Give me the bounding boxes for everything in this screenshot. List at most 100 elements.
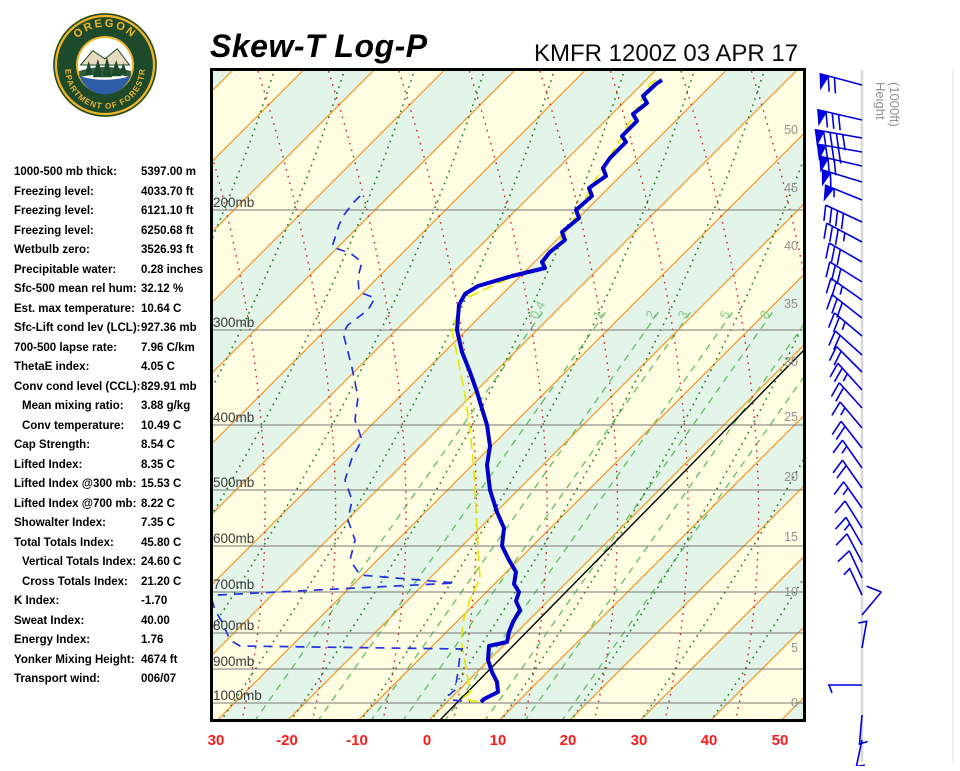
- stat-value: 3526.93 ft: [141, 244, 194, 256]
- stat-row: Conv temperature: 10.49 C: [14, 417, 210, 437]
- stat-label: Total Totals Index:: [14, 536, 114, 549]
- temp-axis-label: -20: [276, 732, 298, 749]
- stat-label: Sfc-500 mean rel hum:: [14, 283, 137, 295]
- wind-barb: [832, 459, 863, 489]
- wind-barb-column: Height (1000ft): [806, 68, 960, 768]
- pressure-label: 700mb: [213, 577, 254, 592]
- height-tick-label: 10: [784, 585, 798, 599]
- stat-value: 829.91 mb: [141, 380, 197, 393]
- wind-barb: [828, 345, 863, 373]
- height-axis-title-1: Height: [873, 82, 888, 120]
- stat-label: Transport wind:: [14, 673, 101, 685]
- stat-label: Freezing level:: [14, 185, 94, 198]
- pressure-label: 800mb: [213, 618, 254, 633]
- height-tick-label: 30: [784, 355, 798, 369]
- height-tick-label: 40: [784, 239, 798, 253]
- stat-label: Yonker Mixing Height:: [14, 653, 135, 666]
- wind-barb: [828, 330, 863, 356]
- wind-barb: [823, 204, 863, 230]
- wind-barb: [819, 72, 863, 94]
- wind-barb: [823, 184, 863, 202]
- wind-barb: [831, 420, 863, 449]
- stat-row: K Index: -1.70: [14, 592, 210, 612]
- pressure-label: 200mb: [213, 195, 254, 210]
- wind-barb: [823, 222, 863, 246]
- temp-axis-label: 30: [207, 732, 225, 749]
- stat-label: Energy Index:: [14, 634, 91, 646]
- stat-label: Mean mixing ratio:: [22, 400, 124, 412]
- stat-value: 1.76: [141, 634, 164, 646]
- wind-barb: [831, 401, 863, 429]
- stat-row: Est. max temperature: 10.64 C: [14, 300, 210, 320]
- height-tick-label: 50: [784, 123, 798, 137]
- stat-label: Freezing level:: [14, 205, 94, 217]
- stat-row: Lifted Index: 8.35 C: [14, 456, 210, 476]
- stat-label: Showalter Index:: [14, 517, 107, 529]
- temp-axis-label: 40: [700, 732, 718, 749]
- stat-value: 8.22 C: [141, 497, 175, 510]
- stat-value: 6121.10 ft: [141, 205, 194, 217]
- temp-axis-label: 0: [422, 732, 432, 749]
- stat-row: 700-500 lapse rate: 7.96 C/km: [14, 339, 210, 359]
- wind-barb: [835, 533, 863, 563]
- stat-value: 927.36 mb: [141, 322, 197, 334]
- wind-barb: [834, 516, 863, 546]
- stat-label: K Index:: [14, 595, 60, 607]
- stat-row: ThetaE index: 4.05 C: [14, 358, 210, 378]
- station-datetime: KMFR 1200Z 03 APR 17: [534, 40, 799, 67]
- stat-row: Cap Strength: 8.54 C: [14, 436, 210, 456]
- stat-row: Showalter Index: 7.35 C: [14, 514, 210, 534]
- stat-value: 8.54 C: [141, 439, 175, 451]
- wind-barb: [829, 362, 863, 391]
- stat-row: Lifted Index @300 mb: 15.53 C: [14, 475, 210, 495]
- stat-row: Conv cond level (CCL): 829.91 mb: [14, 378, 210, 398]
- temp-axis-label: 20: [559, 732, 577, 749]
- stat-row: Freezing level: 6121.10 ft: [14, 202, 210, 222]
- wind-barb: [833, 481, 863, 509]
- skewt-grid: 0.4 1 2 3 5 8200mb300mb400mb500mb600mb700mb80…: [210, 68, 806, 722]
- stat-value: 4674 ft: [141, 653, 178, 666]
- stat-row: Freezing level: 6250.68 ft: [14, 222, 210, 242]
- stat-label: ThetaE index:: [14, 361, 90, 373]
- logo-water: [79, 76, 131, 95]
- height-tick-label: 45: [784, 181, 798, 195]
- stat-label: Sfc-Lift cond lev (LCL):: [14, 322, 141, 334]
- height-tick-label: 5: [791, 641, 798, 655]
- mixing-ratio-label: 0.4: [526, 298, 548, 321]
- stat-row: 1000-500 mb thick: 5397.00 m: [14, 163, 210, 183]
- wind-barb: [814, 128, 863, 151]
- stat-value: 24.60 C: [141, 556, 182, 568]
- stat-value: 10.49 C: [141, 419, 182, 432]
- wind-barb: [818, 155, 863, 176]
- stat-row: Sweat Index: 40.00: [14, 612, 210, 632]
- stat-row: Transport wind: 006/07: [14, 670, 210, 690]
- wind-barb: [821, 168, 863, 189]
- pressure-label: 900mb: [213, 654, 254, 669]
- stat-label: 1000-500 mb thick:: [14, 166, 117, 178]
- stat-label: Wetbulb zero:: [14, 244, 90, 256]
- pressure-label: 300mb: [213, 315, 254, 330]
- height-axis-title-2: (1000ft): [887, 82, 902, 127]
- skewt-plot-area: 0.4 1 2 3 5 8 200mb 300mb 400mb 500mb 600mb 700mb 80…: [210, 68, 806, 722]
- stat-row: Cross Totals Index: 21.20 C: [14, 573, 210, 593]
- stat-row: Lifted Index @700 mb: 8.22 C: [14, 495, 210, 515]
- wind-barb: [837, 550, 863, 579]
- stat-label: Cross Totals Index:: [22, 575, 128, 588]
- stat-label: Est. max temperature:: [14, 302, 135, 315]
- height-tick-label: 15: [784, 530, 798, 544]
- stat-value: 0.28 inches: [141, 263, 204, 276]
- stat-label: Lifted Index:: [14, 458, 83, 471]
- stat-value: 32.12 %: [141, 283, 184, 295]
- stat-value: 3.88 g/kg: [141, 400, 191, 412]
- plot-border: [210, 68, 806, 722]
- stat-value: 4.05 C: [141, 361, 175, 373]
- temp-axis-label: -10: [346, 732, 368, 749]
- stat-row: Wetbulb zero: 3526.93 ft: [14, 241, 210, 261]
- wind-barb: [825, 261, 863, 285]
- stat-label: Lifted Index @700 mb:: [14, 497, 137, 510]
- stat-value: 5397.00 m: [141, 166, 196, 178]
- pressure-label: 600mb: [213, 531, 254, 546]
- stat-label: Lifted Index @300 mb:: [14, 478, 137, 490]
- stat-row: Energy Index: 1.76: [14, 631, 210, 651]
- stat-value: 40.00: [141, 614, 170, 627]
